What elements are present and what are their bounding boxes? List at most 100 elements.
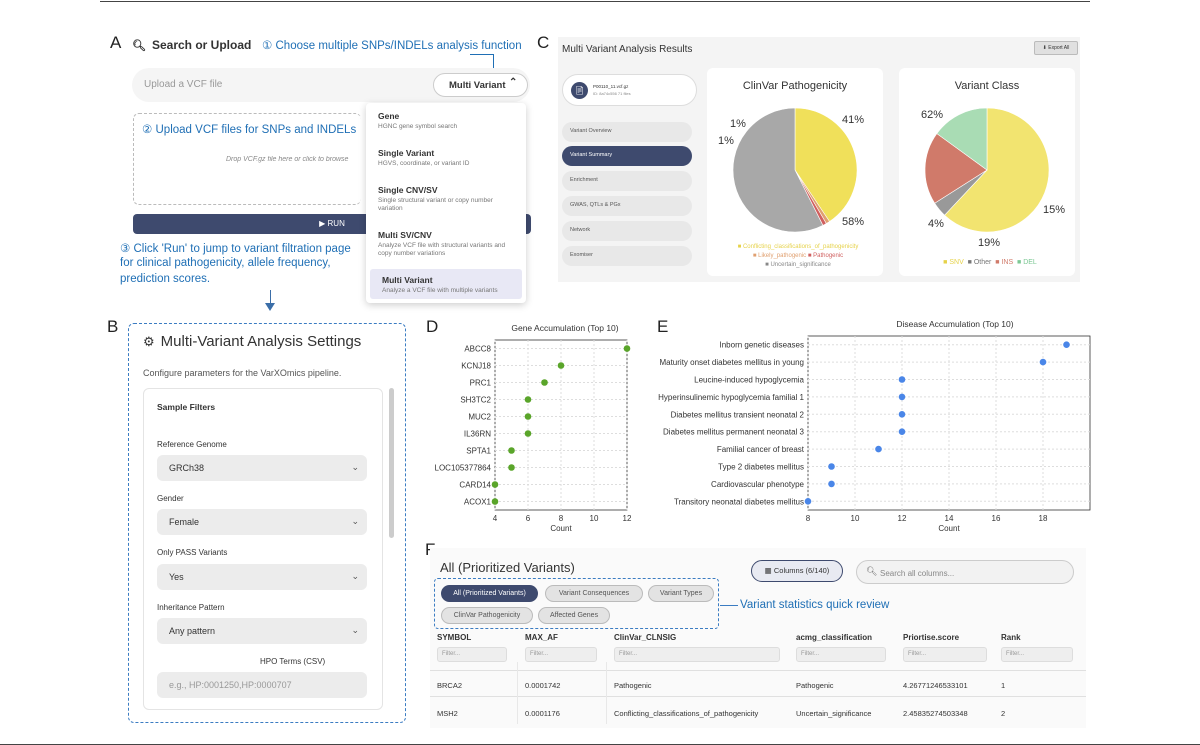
y-tick-label: Type 2 diabetes mellitus xyxy=(718,463,804,472)
scrollbar[interactable] xyxy=(389,388,394,538)
x-tick-label: 16 xyxy=(992,514,1001,523)
col-score[interactable]: Priortise.score xyxy=(903,633,960,642)
table-cell: Pathogenic xyxy=(796,681,834,690)
menu-item-single-cnv[interactable]: Single CNV/SV Single structural variant o… xyxy=(378,185,493,212)
nav-enrichment[interactable]: Enrichment xyxy=(562,171,692,191)
x-tick-label: 4 xyxy=(493,514,498,523)
y-tick-label: Transitory neonatal diabetes mellitus xyxy=(674,497,804,506)
y-tick-label: KCNJ18 xyxy=(461,362,491,371)
chevron-up-icon: ⌃ xyxy=(509,77,518,88)
file-icon: 📄︎ xyxy=(571,82,588,99)
y-tick-label: IL36RN xyxy=(464,430,491,439)
down-arrow-icon xyxy=(265,303,275,311)
class-pct-1: 62% xyxy=(921,109,944,121)
columns-button[interactable]: ▦︎ Columns (6/140) xyxy=(751,560,843,582)
menu-item-gene[interactable]: Gene HGNC gene symbol search xyxy=(378,111,458,130)
top-rule xyxy=(100,1,1090,2)
col-rank[interactable]: Rank xyxy=(1001,633,1021,642)
legend-del: DEL xyxy=(1023,259,1037,266)
menu-item-single-variant[interactable]: Single Variant HGVS, coordinate, or varia… xyxy=(378,148,470,167)
nav-gwas[interactable]: GWAS, QTLs & PGx xyxy=(562,196,692,216)
row-divider xyxy=(430,696,1086,697)
field-label-inheritance: Inheritance Pattern xyxy=(157,603,225,612)
table-cell: BRCA2 xyxy=(437,681,463,690)
filter-score[interactable]: Filter... xyxy=(903,647,987,662)
gender-select[interactable]: Female ⌄ xyxy=(157,509,367,535)
col-clinvar[interactable]: ClinVar_CLNSIG xyxy=(614,633,677,642)
export-button[interactable]: ⬇︎ Export All xyxy=(1034,41,1078,55)
tab-clinvar-pathogenicity[interactable]: ClinVar Pathogenicity xyxy=(441,607,533,624)
nav-variant-summary[interactable]: Variant Summary xyxy=(562,146,692,166)
menu-item-multi-sv[interactable]: Multi SV/CNV Analyze VCF file with struct… xyxy=(378,230,506,257)
section-title: Sample Filters xyxy=(157,402,216,412)
tab-all-prioritized[interactable]: All (Prioritized Variants) xyxy=(441,585,538,602)
table-cell: MSH2 xyxy=(437,709,458,718)
nav-exomiser[interactable]: Exomiser xyxy=(562,246,692,266)
clinvar-pie xyxy=(732,107,858,233)
step3-line3: prediction scores. xyxy=(120,273,211,285)
data-point xyxy=(1063,341,1070,348)
y-tick-label: Inborn genetic diseases xyxy=(720,341,805,350)
nav-network[interactable]: Network xyxy=(562,221,692,241)
legend-likely-pathogenic: Likely_pathogenic xyxy=(758,253,807,259)
class-pie xyxy=(924,107,1050,233)
class-title: Variant Class xyxy=(954,80,1020,92)
y-tick-label: Maturity onset diabetes mellitus in youn… xyxy=(659,358,804,367)
data-point xyxy=(898,411,906,418)
y-tick-label: Leucine-induced hypoglycemia xyxy=(694,376,804,385)
filter-acmg[interactable]: Filter... xyxy=(796,647,886,662)
panel-label-a: A xyxy=(110,33,122,52)
pass-select[interactable]: Yes ⌄ xyxy=(157,564,367,590)
col-max-af[interactable]: MAX_AF xyxy=(525,633,558,642)
results-title: Multi Variant Analysis Results xyxy=(562,44,693,55)
inheritance-select[interactable]: Any pattern ⌄ xyxy=(157,618,367,644)
nav-variant-overview[interactable]: Variant Overview xyxy=(562,122,692,142)
x-tick-label: 12 xyxy=(623,514,632,523)
col-symbol[interactable]: SYMBOL xyxy=(437,633,472,642)
y-tick-label: Diabetes mellitus transient neonatal 2 xyxy=(671,410,805,419)
genome-select[interactable]: GRCh38 ⌄ xyxy=(157,455,367,481)
filter-symbol[interactable]: Filter... xyxy=(437,647,507,662)
disease-chart-title: Disease Accumulation (Top 10) xyxy=(896,319,1014,329)
class-pct-4: 15% xyxy=(1043,204,1066,216)
table-cell: Uncertain_significance xyxy=(796,709,872,718)
table-cell: 0.0001742 xyxy=(525,681,561,690)
data-point xyxy=(524,430,532,437)
settings-panel xyxy=(128,323,406,723)
drop-zone[interactable]: ② Upload VCF files for SNPs and INDELs D… xyxy=(133,113,361,205)
quick-review-note: Variant statistics quick review xyxy=(740,599,890,611)
filter-max-af[interactable]: Filter... xyxy=(525,647,597,662)
y-tick-label: ACOX1 xyxy=(464,498,492,507)
table-search-input[interactable]: 🔍︎ Search all columns... xyxy=(856,560,1074,584)
pie-slice xyxy=(732,107,824,233)
tab-variant-types[interactable]: Variant Types xyxy=(648,585,714,602)
data-point xyxy=(828,480,835,488)
chevron-down-icon: ⌄ xyxy=(351,625,359,635)
data-point xyxy=(524,413,532,420)
mode-dropdown[interactable]: Multi Variant ⌃ xyxy=(433,73,528,97)
x-axis-label: Count xyxy=(550,524,572,533)
clinvar-pct-2: 1% xyxy=(718,135,734,147)
drop-text: Drop VCF.gz file here or click to browse xyxy=(226,156,349,163)
data-point xyxy=(898,428,906,435)
file-card: 📄︎ P00110_11.vcf.gz ID: 8a74c556 71 file… xyxy=(562,74,697,106)
tab-affected-genes[interactable]: Affected Genes xyxy=(538,607,610,624)
y-tick-label: Cardiovascular phenotype xyxy=(711,480,804,489)
x-tick-label: 6 xyxy=(526,514,531,523)
sample-filters-card xyxy=(143,388,383,710)
class-pct-2: 4% xyxy=(928,218,944,230)
x-tick-label: 14 xyxy=(945,514,954,523)
panel-label-c: C xyxy=(537,33,550,52)
x-axis-label: Count xyxy=(938,524,960,533)
search-placeholder: Search all columns... xyxy=(880,569,955,578)
pie-slice xyxy=(944,107,1050,233)
menu-item-multi-variant[interactable]: Multi Variant Analyze a VCF file with mul… xyxy=(370,269,522,299)
note-connector xyxy=(720,605,738,606)
col-acmg[interactable]: acmg_classification xyxy=(796,633,873,642)
filter-rank[interactable]: Filter... xyxy=(1001,647,1073,662)
data-point xyxy=(875,445,882,453)
tab-variant-consequences[interactable]: Variant Consequences xyxy=(545,585,643,602)
filter-clinvar[interactable]: Filter... xyxy=(614,647,780,662)
y-tick-label: ABCC8 xyxy=(464,345,491,354)
hpo-input[interactable]: e.g., HP:0001250,HP:0000707 xyxy=(157,672,367,698)
